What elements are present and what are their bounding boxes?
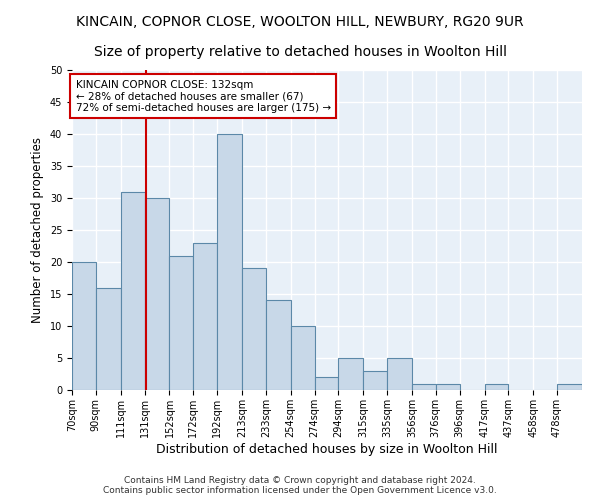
Bar <box>193 243 217 390</box>
Bar <box>557 384 582 390</box>
Bar <box>72 262 96 390</box>
Bar <box>121 192 145 390</box>
Bar <box>266 300 291 390</box>
Text: KINCAIN COPNOR CLOSE: 132sqm
← 28% of detached houses are smaller (67)
72% of se: KINCAIN COPNOR CLOSE: 132sqm ← 28% of de… <box>76 80 331 113</box>
Bar <box>291 326 314 390</box>
Bar <box>363 371 387 390</box>
Bar <box>412 384 436 390</box>
Bar <box>387 358 412 390</box>
Y-axis label: Number of detached properties: Number of detached properties <box>31 137 44 323</box>
Bar <box>145 198 169 390</box>
Bar <box>436 384 460 390</box>
Bar <box>217 134 242 390</box>
X-axis label: Distribution of detached houses by size in Woolton Hill: Distribution of detached houses by size … <box>156 442 498 456</box>
Bar <box>242 268 266 390</box>
Bar <box>314 377 338 390</box>
Text: KINCAIN, COPNOR CLOSE, WOOLTON HILL, NEWBURY, RG20 9UR: KINCAIN, COPNOR CLOSE, WOOLTON HILL, NEW… <box>76 15 524 29</box>
Bar <box>169 256 193 390</box>
Text: Contains HM Land Registry data © Crown copyright and database right 2024.
Contai: Contains HM Land Registry data © Crown c… <box>103 476 497 495</box>
Text: Size of property relative to detached houses in Woolton Hill: Size of property relative to detached ho… <box>94 45 506 59</box>
Bar <box>338 358 363 390</box>
Bar <box>485 384 508 390</box>
Bar <box>96 288 121 390</box>
